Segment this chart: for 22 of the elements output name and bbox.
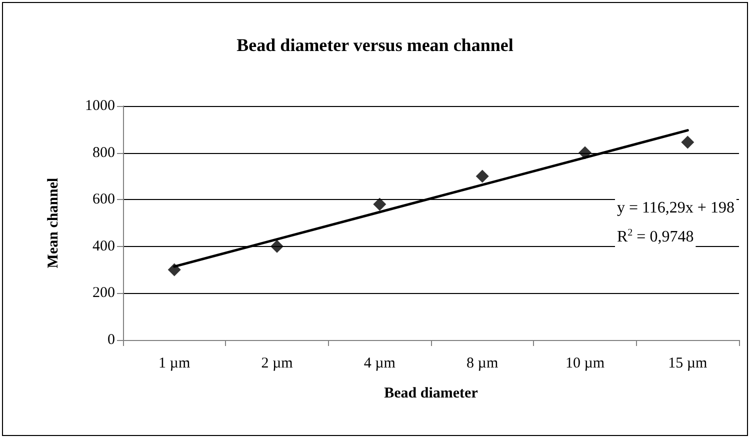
y-tick-label: 600: [92, 192, 115, 208]
point: [168, 263, 181, 276]
x-tick-label: 1 µm: [158, 356, 190, 372]
point: [476, 170, 489, 183]
annotation: y = 116,29x + 198: [617, 200, 734, 216]
chart-title: Bead diameter versus mean channel: [236, 35, 514, 55]
point: [578, 146, 592, 160]
x-tick-label: 4 µm: [364, 356, 396, 372]
y-tick-label: 800: [92, 144, 115, 161]
x-tick-label: 2 µm: [261, 356, 294, 372]
x-tick-label: 10 µm: [565, 356, 605, 372]
y-axis-title: Mean channel: [46, 178, 62, 268]
x-tick-label: 15 µm: [668, 356, 708, 372]
y-tick-label: 1000: [85, 98, 115, 114]
x-axis-title: Bead diameter: [384, 386, 478, 402]
point: [270, 240, 284, 253]
y-tick-label: 400: [92, 238, 115, 254]
point: [373, 198, 386, 211]
x-tick-label: 8 µm: [466, 356, 498, 372]
point: [681, 136, 694, 149]
y-tick-label: 0: [108, 332, 115, 348]
y-tick-label: 200: [92, 285, 115, 302]
